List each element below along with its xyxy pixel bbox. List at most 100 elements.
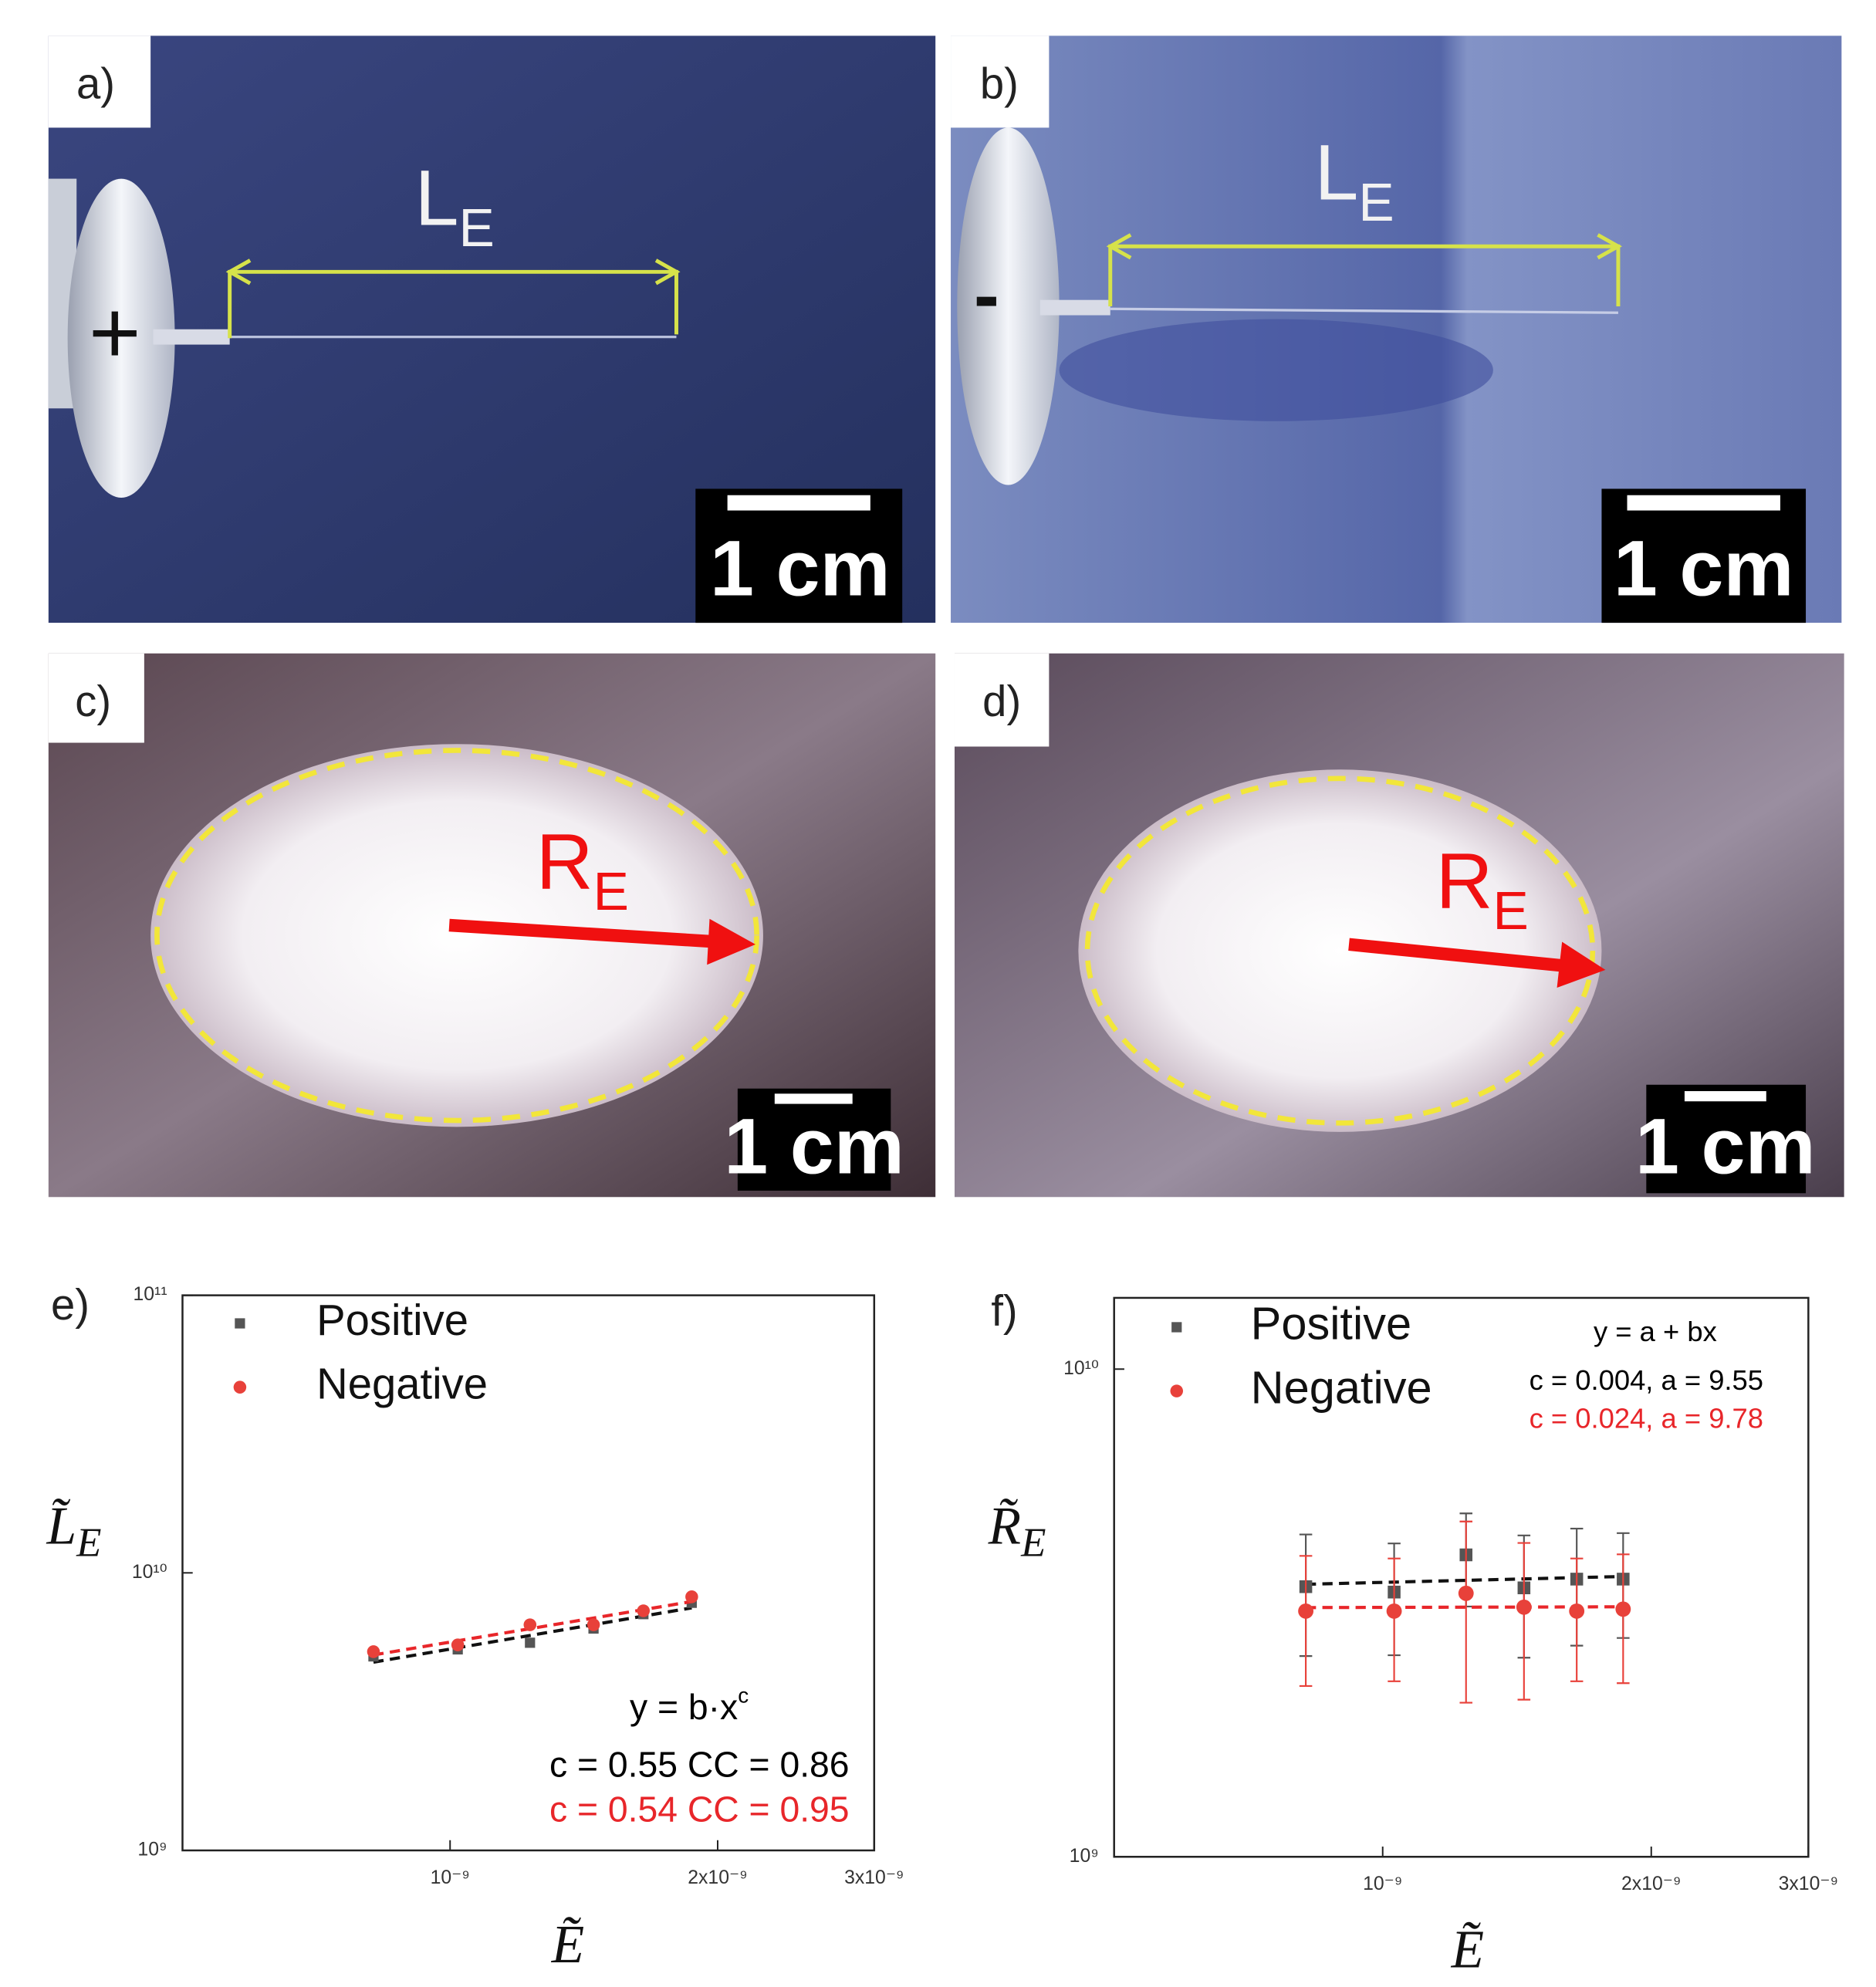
x-tick-label: 3x10⁻⁹ — [1779, 1874, 1838, 1894]
chart: f) 10⁹ 10¹⁰ 10⁻⁹ 2x10⁻⁹ 3x10⁻⁹ R̃E Ẽ Positive Neg… — [988, 1286, 1838, 1979]
annotation-text: y = b·x — [630, 1687, 738, 1727]
y-tick-label: 10¹⁰ — [1063, 1358, 1099, 1379]
length-label: LE — [414, 154, 494, 259]
radius-label: RE — [536, 817, 629, 922]
needle — [153, 329, 230, 345]
arrow-head — [1597, 233, 1623, 260]
marker — [1298, 1603, 1314, 1619]
scale-box — [1601, 488, 1807, 623]
label-main: L̃ — [46, 1496, 76, 1556]
radius-arrow — [1348, 938, 1568, 973]
panel-label: b) — [980, 59, 1019, 107]
radius-arrow — [448, 918, 718, 948]
photo-b: - LE b) 1 cm — [951, 35, 1842, 623]
length-bracket — [228, 269, 678, 339]
x-tick-label: 10⁻⁹ — [431, 1867, 470, 1888]
needle — [1039, 299, 1110, 316]
arrow-head — [654, 259, 681, 286]
scale-bar — [727, 495, 870, 511]
scale-label: 1 cm — [710, 523, 891, 612]
label-box — [951, 35, 1050, 128]
legend-label: Positive — [1251, 1298, 1411, 1350]
scale-label: 1 cm — [1614, 523, 1794, 612]
marker — [637, 1604, 651, 1617]
label-sub: E — [1358, 172, 1394, 232]
annotation: c = 0.004, a = 9.55 — [1530, 1364, 1763, 1396]
x-axis-label: Ẽ — [1451, 1921, 1484, 1980]
arrow-head — [225, 259, 252, 286]
annotation-text: c = 0.55 CC = 0.86 — [549, 1745, 850, 1785]
label-main: L — [414, 154, 458, 242]
label-box — [954, 653, 1050, 747]
marker — [451, 1638, 465, 1651]
photo-c: RE c) 1 cm — [48, 653, 936, 1198]
x-tick-label: 10⁻⁹ — [1363, 1874, 1402, 1894]
scale-bar — [1684, 1091, 1766, 1102]
annotation: y = a + bx — [1594, 1316, 1717, 1347]
annotation-text: y = a + bx — [1594, 1316, 1717, 1347]
legend-marker — [233, 1380, 247, 1394]
panel-label: f) — [991, 1286, 1017, 1335]
photo-a: + LE a) 1 cm — [48, 35, 936, 623]
scale-box — [737, 1088, 891, 1191]
arrow-head — [1557, 941, 1606, 988]
x-tick-label: 2x10⁻⁹ — [688, 1867, 747, 1888]
legend-marker — [1171, 1322, 1182, 1333]
arrow-head — [1106, 233, 1132, 260]
legend-marker — [235, 1318, 245, 1329]
label-sub: E — [458, 198, 494, 258]
photo-d: RE d) 1 cm — [954, 653, 1844, 1198]
scale-box — [1646, 1084, 1807, 1194]
y-axis-label: L̃E — [46, 1496, 101, 1565]
electrode — [957, 127, 1060, 485]
marker — [367, 1645, 380, 1658]
panel-label: d) — [982, 677, 1021, 725]
arrow-head — [707, 918, 756, 965]
y-axis-label: R̃E — [988, 1496, 1046, 1565]
scale-bar — [774, 1093, 853, 1104]
radius-outline — [154, 748, 759, 1124]
label-main: R̃ — [988, 1496, 1021, 1556]
length-bracket — [1108, 244, 1621, 306]
label-main: L — [1314, 128, 1358, 217]
scale-bar — [1627, 495, 1780, 511]
scale-label: 1 cm — [1635, 1101, 1816, 1190]
plot-frame — [1113, 1296, 1810, 1858]
label-sub: E — [1020, 1521, 1046, 1566]
x-tick-label: 3x10⁻⁹ — [844, 1867, 904, 1888]
marker — [586, 1618, 600, 1631]
electrode — [67, 178, 175, 498]
marker — [1386, 1603, 1402, 1619]
chart: e) 10⁹ 10¹⁰ 10¹¹ 10⁻⁹ 2x10⁻⁹ 3x10⁻⁹ L̃E Ẽ Positiv… — [46, 1280, 904, 1975]
annotation-text: c = 0.004, a = 9.55 — [1530, 1364, 1763, 1396]
jet — [1110, 307, 1618, 314]
fit-line — [1306, 1574, 1624, 1587]
annotation-text: c = 0.54 CC = 0.95 — [549, 1789, 850, 1830]
scale-label: 1 cm — [724, 1101, 904, 1190]
annotation: c = 0.024, a = 9.78 — [1530, 1402, 1763, 1434]
legend-label: Negative — [1251, 1361, 1432, 1413]
scale-box — [695, 488, 903, 623]
y-tick-label: 10¹⁰ — [132, 1562, 167, 1583]
x-tick-label: 2x10⁻⁹ — [1621, 1874, 1681, 1894]
label-sub: E — [1493, 880, 1529, 941]
deposit — [1078, 769, 1602, 1132]
label-main: R — [1435, 836, 1492, 924]
legend-label: Negative — [316, 1360, 488, 1408]
shadow — [1059, 319, 1493, 421]
length-label: LE — [1314, 128, 1394, 233]
x-axis-label: Ẽ — [551, 1915, 584, 1975]
marker — [685, 1590, 698, 1603]
marker — [1516, 1599, 1532, 1615]
polarity: + — [89, 282, 141, 383]
annotation: y = b·xc — [630, 1684, 749, 1727]
label-main: R — [536, 817, 593, 906]
label-sub: E — [76, 1521, 101, 1566]
marker — [525, 1637, 536, 1648]
polarity: - — [974, 253, 999, 339]
deposit — [150, 744, 763, 1127]
marker — [523, 1618, 537, 1631]
y-tick-label: 10⁹ — [137, 1840, 167, 1860]
annotation: c = 0.54 CC = 0.95 — [549, 1789, 850, 1830]
